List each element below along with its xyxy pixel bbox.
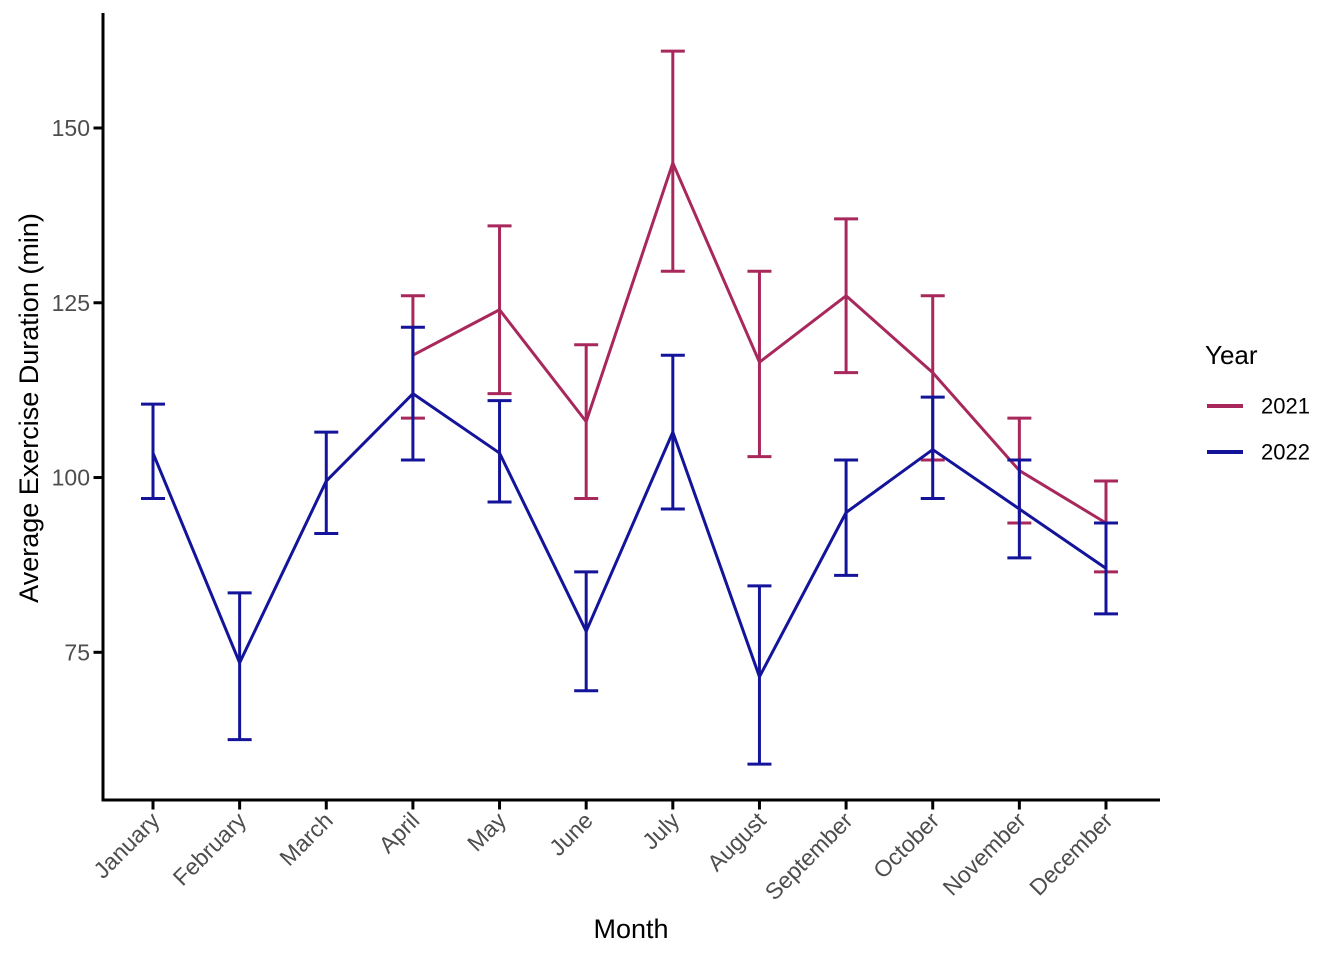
error-bar-2021 [747,269,772,459]
series-2022 [141,325,1118,766]
x-axis-tick-label: October [868,807,944,883]
error-bar-2021 [660,49,685,273]
x-axis-tick-label: April [374,807,425,858]
legend-label-2022: 2022 [1261,440,1310,465]
series-line-2022 [151,392,1107,679]
y-axis-tick-label: 150 [52,115,90,141]
legend: Year 2021 2022 [1205,340,1310,465]
x-axis-tick-label: March [274,807,338,871]
x-axis-tick-label: February [168,807,252,891]
error-bar-2022 [227,591,252,742]
x-axis-tick-label: July [637,807,685,855]
y-axis-tick-label: 100 [52,465,90,491]
x-axis-tick-label: May [462,807,511,856]
series-line-2021 [412,161,1107,525]
x-axis-tick-label: December [1024,807,1118,901]
y-axis-title: Average Exercise Duration (min) [14,213,44,603]
error-bar-2022 [141,402,165,501]
series-2021 [400,49,1118,574]
x-axis-tick-label: November [937,807,1031,901]
x-axis-tick-label: August [702,807,771,876]
y-axis-tick-label: 75 [64,639,90,665]
x-axis-tick-label: June [544,807,598,861]
axis-layer: 75 100 125 150 January February March April May… [52,13,1160,905]
x-axis-title: Month [593,914,668,944]
error-bar-2022 [834,458,859,577]
x-axis-tick-label: January [88,807,165,884]
error-bar-2022 [920,395,945,501]
legend-title: Year [1205,340,1258,370]
legend-label-2021: 2021 [1261,394,1310,419]
legend-entry-2022: 2022 [1207,440,1310,465]
y-axis-ticks: 75 100 125 150 [52,115,102,665]
x-axis-ticks: January February March April May June July Augu… [88,801,1118,905]
legend-entry-2021: 2021 [1207,394,1310,419]
x-axis-tick-label: September [760,807,858,905]
series-layer [141,49,1118,766]
y-axis-tick-label: 125 [52,290,90,316]
legend-entries: 2021 2022 [1207,394,1310,465]
